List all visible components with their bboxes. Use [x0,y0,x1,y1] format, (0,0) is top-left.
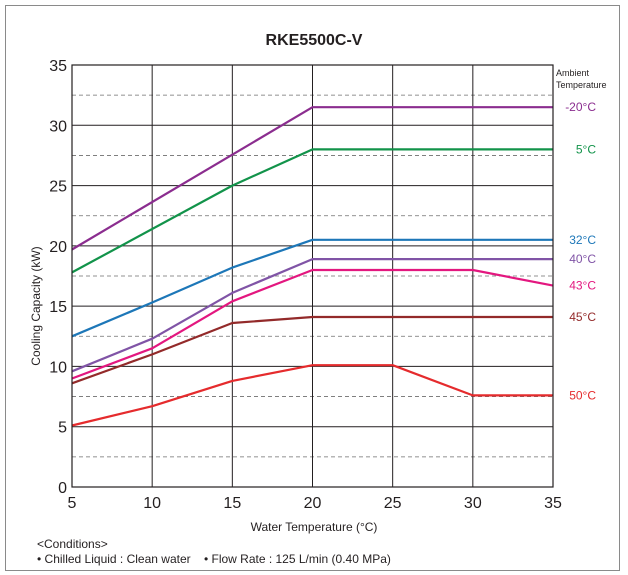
y-tick-labels: 0 5 10 15 20 25 30 35 [49,58,67,497]
series-line [71,106,553,251]
y-tick-label: 0 [58,480,67,497]
x-tick-label: 35 [544,495,562,512]
conditions-details: • Chilled Liquid : Clean water • Flow Ra… [37,552,391,566]
y-tick-label: 35 [49,58,67,75]
series-label: 32°C [569,233,596,247]
x-tick-label: 25 [384,495,402,512]
legend-title-line-1: Ambient [556,68,590,78]
series-line [71,268,554,380]
x-tick-label: 10 [143,495,161,512]
series-label: 45°C [569,310,596,324]
x-axis-label: Water Temperature (°C) [251,520,378,534]
x-tick-label: 15 [223,495,241,512]
series-line [71,238,553,338]
y-axis-label: Cooling Capacity (kW) [29,246,43,365]
series-line [71,148,553,274]
y-tick-label: 15 [49,299,67,316]
x-tick-label: 20 [304,495,322,512]
legend-title-line-2: Temperature [556,80,607,90]
plot-border [71,64,554,488]
series-line [71,364,553,427]
series-line [71,258,553,373]
series-label: 43°C [569,279,596,293]
series-label: 40°C [569,252,596,266]
y-tick-label: 30 [49,118,67,135]
conditions-heading: <Conditions> [37,537,108,551]
y-tick-label: 20 [49,239,67,256]
x-tick-label: 5 [68,495,77,512]
series-label: 5°C [576,142,596,156]
x-tick-labels: 5 10 15 20 25 30 35 [68,495,562,512]
series-label: -20°C [565,100,596,114]
x-tick-label: 30 [464,495,482,512]
series-labels: -20°C 5°C 32°C 40°C 43°C 45°C 50°C [565,100,596,402]
series-line [71,315,553,385]
y-tick-label: 5 [58,420,67,437]
y-tick-label: 25 [49,179,67,196]
y-tick-label: 10 [49,359,67,376]
chart-title: RKE5500C-V [266,32,363,49]
series-lines [71,106,554,427]
series-label: 50°C [569,388,596,402]
